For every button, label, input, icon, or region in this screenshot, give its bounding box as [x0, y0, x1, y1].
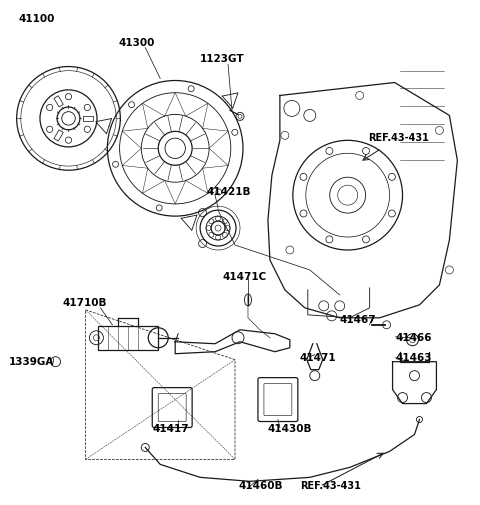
- Bar: [54, 96, 63, 107]
- Text: 41417: 41417: [152, 425, 189, 434]
- Text: 1123GT: 1123GT: [200, 54, 245, 64]
- Text: REF.43-431: REF.43-431: [368, 133, 429, 143]
- Text: 41471: 41471: [300, 352, 336, 363]
- Text: 41471C: 41471C: [222, 272, 266, 282]
- Text: 41300: 41300: [119, 37, 155, 47]
- Text: 41467: 41467: [340, 315, 376, 325]
- Text: 41710B: 41710B: [62, 298, 107, 308]
- Text: REF.43-431: REF.43-431: [300, 481, 360, 491]
- Text: 41100: 41100: [19, 14, 55, 24]
- Text: 41460B: 41460B: [238, 481, 283, 491]
- Bar: [83, 116, 93, 121]
- Bar: [98, 326, 158, 350]
- Text: 1339GA: 1339GA: [9, 357, 54, 367]
- Text: 41466: 41466: [396, 333, 432, 343]
- Text: 41430B: 41430B: [268, 425, 312, 434]
- Bar: [54, 130, 63, 141]
- Text: 41463: 41463: [396, 352, 432, 363]
- Text: 41421B: 41421B: [206, 187, 251, 197]
